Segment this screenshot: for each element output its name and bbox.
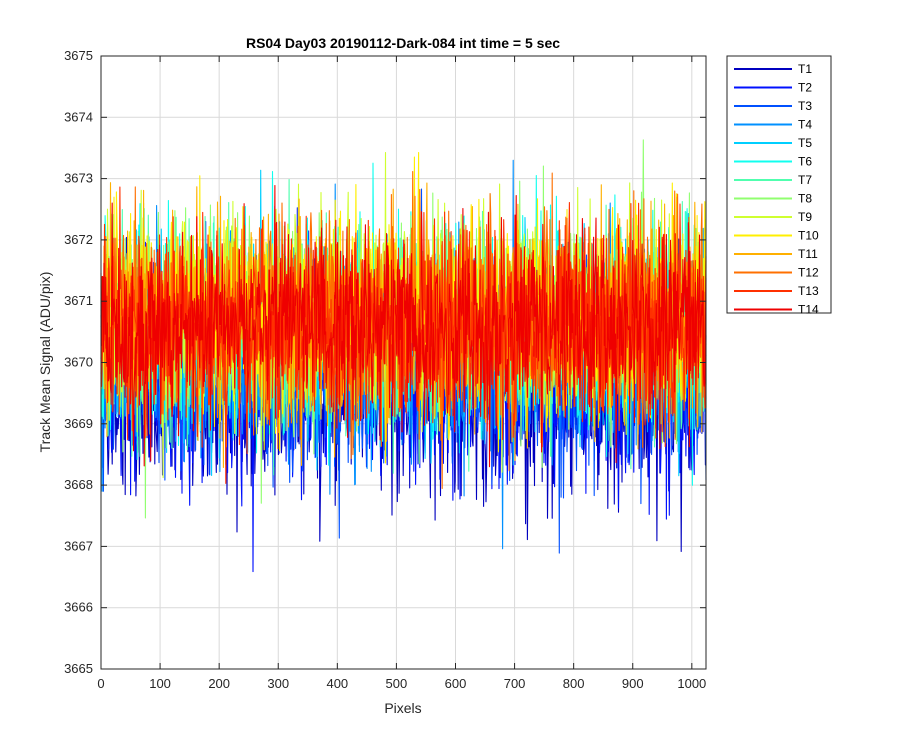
- legend: T1 T2 T3 T4 T5 T6 T7 T8 T9 T10 T11 T12 T13 T14: [726, 55, 832, 317]
- y-tick-label: 3671: [64, 293, 93, 308]
- y-tick-label: 3675: [64, 48, 93, 63]
- y-tick-label: 3670: [64, 355, 93, 370]
- x-tick-label: 200: [208, 676, 230, 691]
- legend-label-t12: T12: [798, 266, 819, 280]
- x-tick-label: 1000: [677, 676, 706, 691]
- legend-label-t7: T7: [798, 173, 812, 187]
- legend-label-t10: T10: [798, 229, 819, 243]
- legend-label-t8: T8: [798, 192, 812, 206]
- x-tick-label: 400: [326, 676, 348, 691]
- y-tick-label: 3665: [64, 661, 93, 676]
- y-tick-label: 3674: [64, 109, 93, 124]
- y-tick-labels: 3665 3666 3667 3668 3669 3670 3671 3672 3673 3674…: [64, 48, 93, 676]
- axis-ticks: [100, 55, 706, 670]
- legend-label-t11: T11: [798, 247, 818, 261]
- legend-label-t2: T2: [798, 81, 812, 95]
- legend-label-t1: T1: [798, 62, 812, 76]
- legend-label-t6: T6: [798, 155, 812, 169]
- y-tick-label: 3666: [64, 600, 93, 615]
- x-tick-label: 300: [267, 676, 289, 691]
- legend-label-t13: T13: [798, 284, 819, 298]
- legend-label-t9: T9: [798, 210, 812, 224]
- x-axis-label: Pixels: [384, 700, 421, 716]
- x-tick-label: 700: [504, 676, 526, 691]
- x-tick-label: 0: [97, 676, 104, 691]
- x-tick-label: 500: [386, 676, 408, 691]
- x-tick-label: 100: [149, 676, 171, 691]
- series-lines: [100, 139, 707, 573]
- y-tick-label: 3669: [64, 416, 93, 431]
- legend-label-t4: T4: [798, 118, 812, 132]
- chart-title: RS04 Day03 20190112-Dark-084 int time = …: [246, 35, 560, 51]
- legend-label-t14: T14: [798, 303, 819, 317]
- y-axis-label: Track Mean Signal (ADU/pix): [37, 272, 53, 453]
- x-tick-label: 900: [622, 676, 644, 691]
- x-tick-label: 800: [563, 676, 585, 691]
- y-tick-label: 3672: [64, 232, 93, 247]
- legend-label-t5: T5: [798, 136, 812, 150]
- legend-label-t3: T3: [798, 99, 812, 113]
- y-tick-label: 3667: [64, 538, 93, 553]
- legend-entries: T1 T2 T3 T4 T5 T6 T7 T8 T9 T10 T11 T12 T13 T14: [734, 62, 819, 317]
- series-line-t14: [100, 184, 707, 468]
- x-tick-label: 600: [445, 676, 467, 691]
- y-tick-label: 3668: [64, 477, 93, 492]
- plot-area: [100, 55, 707, 670]
- y-tick-label: 3673: [64, 171, 93, 186]
- x-tick-labels: 0 100 200 300 400 500 600 700 800 900 1000: [97, 676, 706, 691]
- legend-box: [726, 55, 832, 314]
